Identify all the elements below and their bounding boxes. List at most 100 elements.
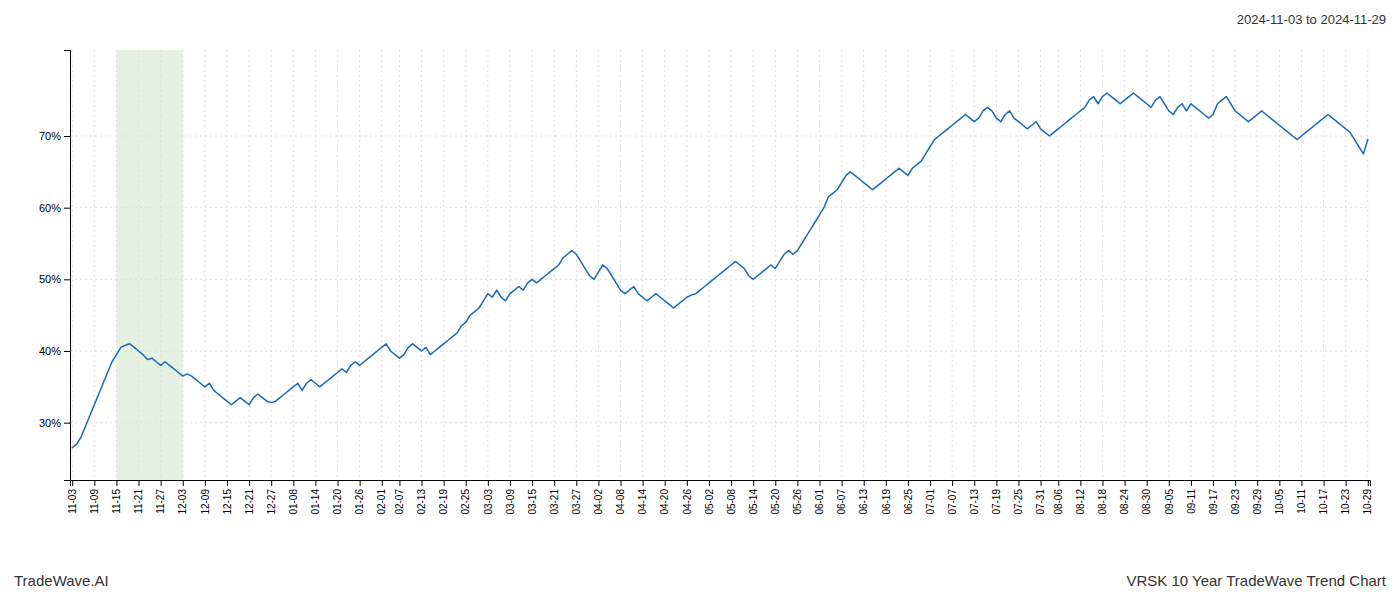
x-tick: 05-08 bbox=[726, 480, 737, 515]
x-tick: 07-25 bbox=[1013, 480, 1024, 515]
x-axis: 11-0311-0911-1511-2111-2712-0312-0912-15… bbox=[67, 480, 1374, 515]
x-tick-label: 07-31 bbox=[1035, 489, 1046, 515]
grid-line-x bbox=[598, 50, 599, 480]
x-tick-label: 12-27 bbox=[266, 489, 277, 515]
x-tick-label: 03-27 bbox=[571, 489, 582, 515]
x-tick: 07-13 bbox=[969, 480, 980, 515]
y-tick-label: 40% bbox=[39, 345, 61, 357]
x-tick: 04-20 bbox=[659, 480, 670, 515]
x-tick-label: 04-08 bbox=[615, 489, 626, 515]
x-tick-mark bbox=[94, 480, 95, 486]
x-tick-label: 05-08 bbox=[726, 489, 737, 515]
x-tick: 12-03 bbox=[177, 480, 188, 515]
x-tick-mark bbox=[1169, 480, 1170, 486]
grid-line-x bbox=[664, 50, 665, 480]
x-tick-label: 06-07 bbox=[836, 489, 847, 515]
x-tick-label: 11-03 bbox=[67, 489, 78, 514]
grid-line-x bbox=[797, 50, 798, 480]
x-tick-mark bbox=[360, 480, 361, 486]
x-tick-label: 03-03 bbox=[483, 489, 494, 515]
x-tick: 03-09 bbox=[505, 480, 516, 515]
grid-line-x bbox=[1124, 50, 1125, 480]
x-tick-label: 09-29 bbox=[1252, 489, 1263, 515]
x-tick-label: 06-25 bbox=[903, 489, 914, 515]
x-tick-mark bbox=[842, 480, 843, 486]
x-tick-mark bbox=[709, 480, 710, 486]
x-tick-label: 07-19 bbox=[991, 489, 1002, 515]
grid-line-x bbox=[930, 50, 931, 480]
x-tick: 05-20 bbox=[770, 480, 781, 515]
x-tick-mark bbox=[1080, 480, 1081, 486]
grid-line-x bbox=[337, 50, 338, 480]
x-tick-mark bbox=[687, 480, 688, 486]
grid-line-x bbox=[359, 50, 360, 480]
y-tick: 30% bbox=[39, 417, 70, 429]
grid-line-x bbox=[907, 50, 908, 480]
x-tick-mark bbox=[183, 480, 184, 486]
plot-area bbox=[72, 50, 1368, 480]
x-tick-label: 09-17 bbox=[1208, 489, 1219, 515]
x-tick-mark bbox=[1213, 480, 1214, 486]
grid-line-x bbox=[226, 50, 227, 480]
grid-line-y bbox=[70, 207, 1370, 208]
x-tick: 08-12 bbox=[1075, 480, 1086, 515]
x-tick: 12-21 bbox=[244, 480, 255, 515]
x-tick-label: 08-24 bbox=[1119, 489, 1130, 515]
x-tick: 01-26 bbox=[354, 480, 365, 515]
grid-line-x bbox=[885, 50, 886, 480]
x-tick-mark bbox=[576, 480, 577, 486]
x-tick: 12-09 bbox=[200, 480, 211, 515]
grid-line-x bbox=[686, 50, 687, 480]
x-tick-label: 05-20 bbox=[770, 489, 781, 515]
x-tick-label: 05-26 bbox=[792, 489, 803, 515]
grid-line-x bbox=[952, 50, 953, 480]
annotation: TradeWave.AI bbox=[14, 572, 109, 589]
x-tick: 01-14 bbox=[310, 480, 321, 515]
x-tick-mark bbox=[249, 480, 250, 486]
grid-line-x bbox=[1345, 50, 1346, 480]
y-tick-label: 70% bbox=[39, 130, 61, 142]
x-tick-mark bbox=[930, 480, 931, 486]
grid-line-x bbox=[94, 50, 95, 480]
grid-line-x bbox=[1018, 50, 1019, 480]
x-tick-label: 12-03 bbox=[177, 489, 188, 515]
x-tick: 04-14 bbox=[637, 480, 648, 515]
x-tick: 03-21 bbox=[549, 480, 560, 515]
x-tick: 09-05 bbox=[1164, 480, 1175, 515]
grid-line-x bbox=[1058, 50, 1059, 480]
x-tick: 02-19 bbox=[438, 480, 449, 515]
grid-line-x bbox=[554, 50, 555, 480]
x-tick-label: 08-30 bbox=[1141, 489, 1152, 515]
grid-line-x bbox=[1301, 50, 1302, 480]
x-tick: 04-02 bbox=[593, 480, 604, 515]
line bbox=[72, 93, 1368, 448]
y-tick: 50% bbox=[39, 273, 70, 285]
grid bbox=[70, 50, 1370, 480]
x-tick-mark bbox=[466, 480, 467, 486]
x-tick-mark bbox=[139, 480, 140, 486]
x-tick-mark bbox=[819, 480, 820, 486]
grid-line-x bbox=[863, 50, 864, 480]
grid-line-x bbox=[1279, 50, 1280, 480]
x-tick-mark bbox=[315, 480, 316, 486]
grid-line-x bbox=[399, 50, 400, 480]
grid-line-x bbox=[381, 50, 382, 480]
x-tick-label: 08-18 bbox=[1097, 489, 1108, 515]
x-tick-mark bbox=[1257, 480, 1258, 486]
x-tick-label: 01-08 bbox=[288, 489, 299, 515]
x-tick-mark bbox=[72, 480, 73, 486]
grid-line-x bbox=[1367, 50, 1368, 480]
x-tick-mark bbox=[665, 480, 666, 486]
x-tick: 02-01 bbox=[376, 480, 387, 515]
grid-line-x bbox=[509, 50, 510, 480]
x-tick-mark bbox=[797, 480, 798, 486]
grid-line-x bbox=[293, 50, 294, 480]
x-tick: 11-15 bbox=[111, 480, 122, 514]
grid-line-x bbox=[315, 50, 316, 480]
x-tick-mark bbox=[1147, 480, 1148, 486]
y-tick-label: 50% bbox=[39, 273, 61, 285]
x-tick-mark bbox=[510, 480, 511, 486]
grid-line-x bbox=[1323, 50, 1324, 480]
grid-line-x bbox=[753, 50, 754, 480]
x-tick-mark bbox=[338, 480, 339, 486]
